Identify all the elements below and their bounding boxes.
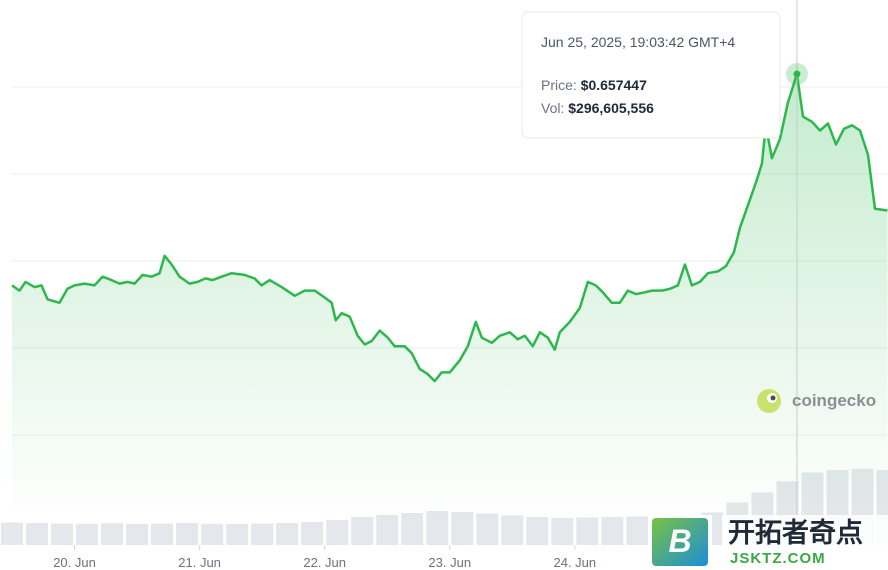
- volume-bar: [526, 517, 549, 545]
- watermark-site: JSKTZ.COM: [730, 550, 826, 567]
- hover-point: [793, 70, 801, 78]
- volume-bar: [351, 517, 374, 545]
- watermark-logo: [652, 518, 708, 566]
- tooltip-box: [521, 11, 781, 139]
- x-tick-label: 23. Jun: [428, 555, 471, 570]
- tooltip-vol-label: Vol:: [541, 100, 564, 116]
- volume-bar: [151, 523, 174, 545]
- volume-bar: [76, 523, 99, 545]
- source-label: coingecko: [792, 391, 876, 410]
- volume-bar: [176, 523, 199, 545]
- volume-bar: [551, 518, 574, 545]
- volume-bar: [601, 517, 624, 545]
- volume-bar: [126, 524, 149, 545]
- volume-bar: [576, 517, 599, 545]
- tooltip-price-value: $0.657447: [581, 77, 647, 93]
- watermark-logo-text: B: [668, 523, 691, 559]
- volume-bar: [376, 515, 399, 545]
- area-fill: [12, 74, 888, 522]
- volume-bar: [1, 522, 23, 545]
- volume-bar: [501, 515, 524, 545]
- volume-bar: [276, 523, 299, 545]
- watermark-text-bg: [722, 515, 888, 570]
- volume-bar: [301, 522, 324, 545]
- source-logo: coingecko: [757, 389, 876, 413]
- volume-bar: [101, 523, 124, 545]
- volume-bar: [326, 520, 349, 545]
- tooltip: Jun 25, 2025, 19:03:42 GMT+4 Price: $0.6…: [521, 11, 781, 139]
- tooltip-vol: Vol: $296,605,556: [541, 100, 654, 116]
- volume-bar: [251, 523, 274, 545]
- tooltip-vol-value: $296,605,556: [568, 100, 654, 116]
- tooltip-price-label: Price:: [541, 77, 577, 93]
- volume-bar: [51, 523, 74, 545]
- watermark-title: 开拓者奇点: [728, 518, 863, 549]
- tooltip-price: Price: $0.657447: [541, 77, 647, 93]
- volume-bar: [26, 523, 49, 545]
- volume-bar: [201, 523, 224, 545]
- watermark: B 开拓者奇点 JSKTZ.COM: [648, 515, 888, 570]
- tooltip-date: Jun 25, 2025, 19:03:42 GMT+4: [541, 34, 735, 50]
- volume-bar: [226, 524, 249, 545]
- volume-bar: [626, 516, 649, 545]
- price-line: [11, 72, 888, 383]
- x-tick-label: 21. Jun: [178, 555, 221, 570]
- x-tick-label: 20. Jun: [53, 555, 96, 570]
- x-tick-label: 24. Jun: [553, 555, 596, 570]
- x-tick-label: 22. Jun: [303, 555, 346, 570]
